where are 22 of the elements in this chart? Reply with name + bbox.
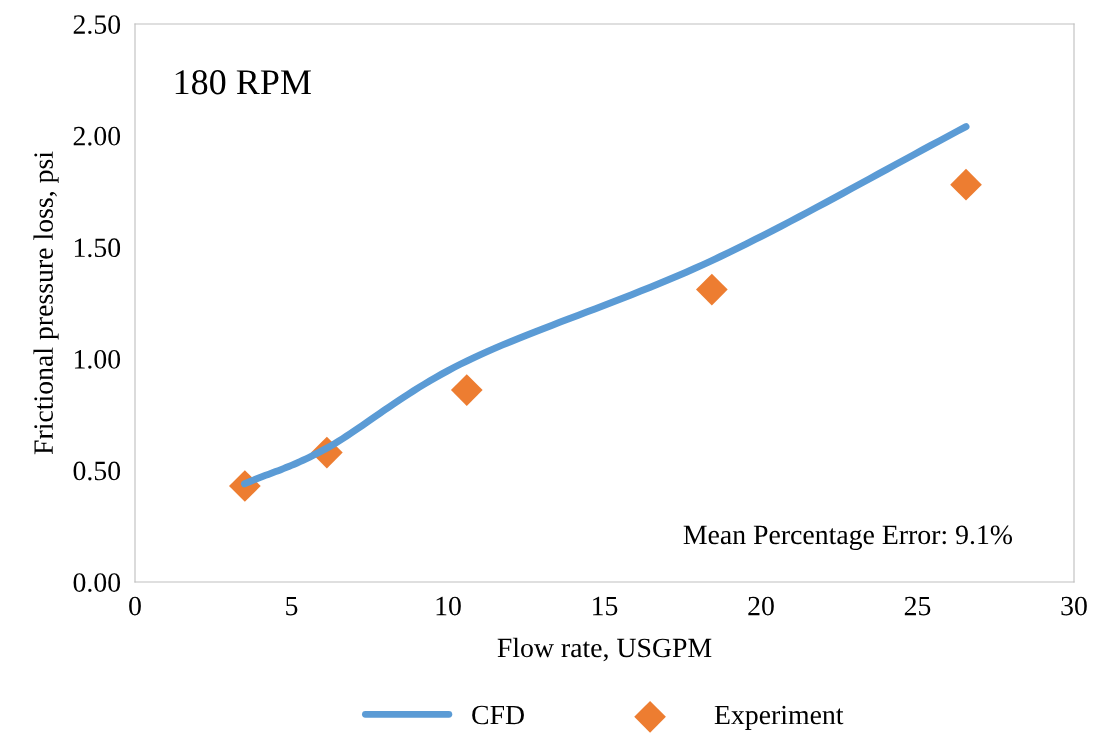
y-tick-label: 0.00	[73, 573, 121, 593]
x-tick-label: 10	[436, 596, 461, 616]
x-tick-label: 15	[593, 596, 618, 616]
y-tick-label: 0.50	[73, 461, 121, 481]
x-tick-label: 30	[1061, 596, 1087, 616]
x-tick-label: 5	[286, 596, 298, 616]
point	[450, 374, 483, 406]
y-tick-label: 2.50	[73, 15, 121, 35]
point	[696, 273, 728, 306]
legend-label: CFD	[472, 705, 524, 725]
y-tick-label: 2.00	[73, 126, 121, 146]
legend-label: Experiment	[714, 705, 844, 731]
x-tick-label: 0	[129, 596, 141, 616]
x-axis-title: Flow rate, USGPM	[497, 637, 712, 662]
x-tick-label: 20	[748, 596, 774, 616]
y-tick-label: 1.00	[74, 349, 121, 369]
point	[950, 168, 982, 201]
x-tick-label: 25	[904, 596, 931, 616]
annotation: Mean Percentage Error: 9.1%	[683, 525, 1013, 550]
annotation: 180 RPM	[175, 70, 311, 95]
y-axis-title: Frictional pressure loss, psi	[33, 151, 59, 455]
y-tick-label: 1.50	[74, 238, 121, 258]
